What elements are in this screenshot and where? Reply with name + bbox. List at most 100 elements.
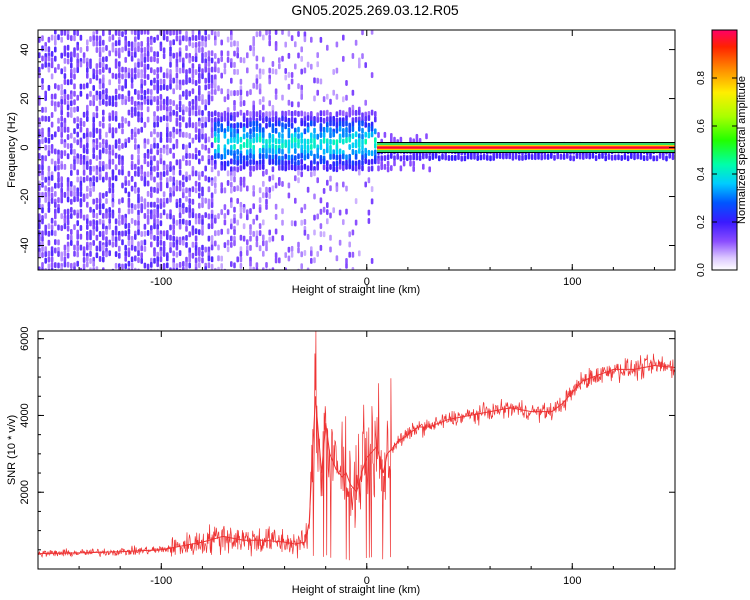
spectrogram-cell <box>194 187 198 194</box>
spectrogram-cell <box>271 61 275 67</box>
spectrogram-cell <box>38 251 41 258</box>
spectrogram-cell <box>159 250 163 257</box>
spectrogram-cell <box>169 69 172 75</box>
spectrogram-cell <box>226 160 230 167</box>
spectrogram-cell <box>214 163 217 170</box>
spectrogram-cell <box>41 218 44 225</box>
spectrogram-cell <box>274 116 278 122</box>
spectrogram-cell <box>319 116 323 123</box>
spectrogram-cell <box>102 82 105 89</box>
spectrogram-cell <box>159 45 163 52</box>
spectrogram-cell <box>246 67 249 74</box>
spectrogram-cell <box>63 223 67 230</box>
spectrogram-cell <box>255 267 259 270</box>
spectrogram-cell <box>54 46 57 53</box>
spectrogram-cell <box>114 175 118 182</box>
spectrogram-xlabel: Height of straight line (km) <box>292 284 420 296</box>
spectrogram-cell <box>185 256 188 263</box>
spectrogram-cell <box>316 52 319 59</box>
spectrogram-cell <box>255 230 259 237</box>
spectrogram-cell <box>188 67 191 74</box>
spectrogram-cell <box>169 166 172 172</box>
spectrogram-cell <box>297 126 300 133</box>
spectrogram-cell <box>210 127 214 134</box>
spectrogram-cell <box>268 100 271 107</box>
spectrogram-cell <box>73 30 76 36</box>
spectrogram-cell <box>153 36 156 43</box>
spectrogram-cell <box>262 132 265 139</box>
spectrogram-cell <box>223 213 227 220</box>
spectrogram-cell <box>44 61 47 68</box>
spectrogram-cell <box>210 88 214 95</box>
spectrogram-cell <box>127 240 131 247</box>
spectrogram-cell <box>502 153 505 160</box>
spectrogram-cell <box>233 128 236 135</box>
spectrogram-cell <box>150 56 153 63</box>
spectrogram-cell <box>182 208 185 215</box>
spectrogram-cell <box>153 121 156 128</box>
spectrogram-cell <box>86 104 89 111</box>
spectrogram-cell <box>287 83 291 90</box>
spectrogram-cell <box>118 61 121 68</box>
spectrogram-cell <box>150 99 153 106</box>
spectrogram-cell <box>178 100 182 107</box>
spectrogram-cell <box>47 165 51 172</box>
spectrogram-cell <box>297 153 300 160</box>
spectrogram-cell <box>66 34 70 41</box>
spectrogram-cell <box>313 142 316 149</box>
spectrogram-cell <box>316 117 319 123</box>
spectrogram-cell <box>127 267 131 270</box>
spectrogram-cell <box>278 63 281 70</box>
spectrogram-cell <box>73 224 76 231</box>
spectrogram-cell <box>300 207 303 214</box>
spectrogram-cell <box>297 101 300 108</box>
colorbar-tick-label: 0.6 <box>696 119 707 133</box>
spectrogram-cell <box>169 99 172 105</box>
spectrogram-cell <box>66 214 70 221</box>
spectrogram-cell <box>47 36 51 43</box>
spectrogram-cell <box>182 192 185 199</box>
spectrogram-cell <box>156 105 159 112</box>
spectrogram-cell <box>185 153 188 159</box>
spectrogram-cell <box>598 153 601 160</box>
spectrogram-cell <box>332 139 335 146</box>
spectrogram-cell <box>108 36 111 42</box>
spectrogram-cell <box>214 176 217 183</box>
spectrogram-cell <box>265 153 268 159</box>
spectrogram-cell <box>134 245 137 252</box>
spectrogram-cell <box>233 137 236 144</box>
spectrogram-cell <box>239 109 243 116</box>
spectrogram-cell <box>47 206 51 213</box>
spectrogram-cell <box>38 266 41 270</box>
spectrogram-cell <box>169 79 172 86</box>
spectrogram-cell <box>210 159 214 166</box>
carrier-band <box>377 142 675 154</box>
spectrogram-cell <box>338 163 342 170</box>
spectrogram-cell <box>175 179 179 186</box>
spectrogram-cell <box>204 51 207 58</box>
spectrogram-cell <box>201 110 204 116</box>
spectrogram-cell <box>134 88 137 95</box>
spectrogram-cell <box>201 214 204 221</box>
spectrogram-cell <box>361 30 364 36</box>
spectrogram-cell <box>450 154 454 161</box>
spectrogram-cell <box>191 122 195 129</box>
spectrogram-cell <box>306 138 310 145</box>
spectrogram-cell <box>348 241 351 248</box>
spectrogram-cell <box>66 219 70 226</box>
spectrogram-cell <box>111 174 115 181</box>
spectrogram-cell <box>252 230 255 237</box>
spectrogram-cell <box>246 110 249 116</box>
spectrogram-cell <box>348 107 351 114</box>
spectrogram-cell <box>124 45 127 52</box>
spectrogram-cell <box>252 185 255 192</box>
spectrogram-cell <box>86 155 89 162</box>
spectrogram-cell <box>294 165 297 172</box>
spectrogram-cell <box>220 126 223 133</box>
spectrogram-cell <box>134 131 137 138</box>
spectrogram-cell <box>41 235 44 242</box>
spectrogram-cell <box>290 116 294 123</box>
spectrogram-cell <box>166 106 169 112</box>
spectrogram-cell <box>159 100 163 106</box>
spectrogram-cell <box>89 159 92 166</box>
